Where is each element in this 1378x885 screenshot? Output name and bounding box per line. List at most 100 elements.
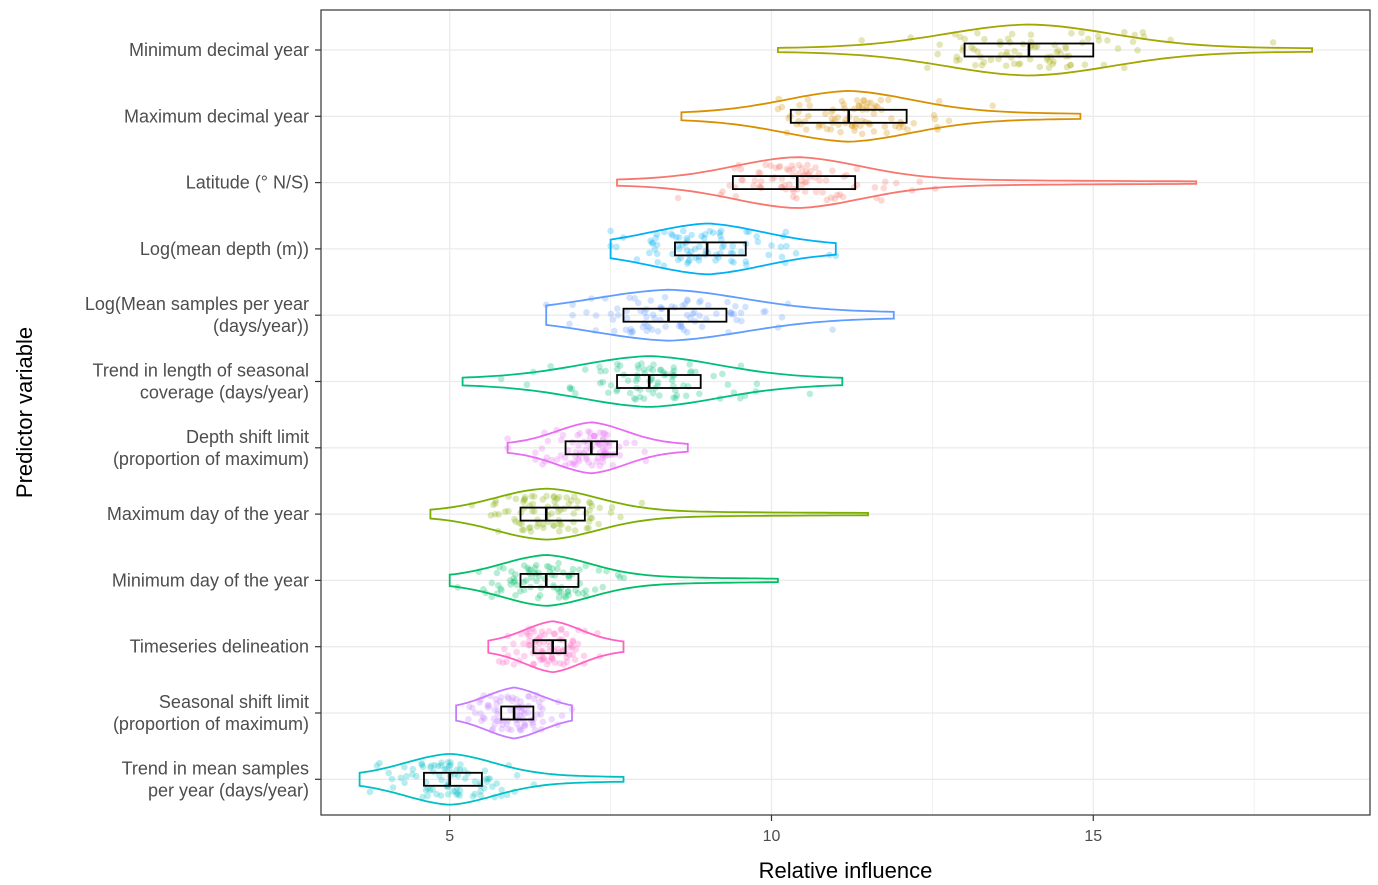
data-point	[568, 385, 576, 393]
data-point	[485, 702, 493, 709]
data-point	[884, 96, 892, 104]
data-point	[510, 661, 518, 668]
data-point	[953, 57, 960, 64]
data-point	[553, 495, 561, 503]
data-point	[635, 365, 642, 372]
data-point	[737, 165, 745, 173]
data-point	[576, 457, 583, 465]
data-point	[1067, 61, 1074, 69]
data-point	[550, 493, 558, 501]
data-point	[775, 163, 783, 171]
data-point	[569, 651, 576, 658]
data-point	[403, 772, 410, 780]
data-point	[512, 518, 519, 525]
x-axis-ticks: 5 10 15	[445, 815, 1102, 845]
data-point	[526, 632, 534, 640]
data-point	[1129, 38, 1137, 46]
data-point	[613, 243, 620, 251]
data-point	[483, 778, 491, 786]
data-point	[1002, 62, 1010, 70]
data-point	[491, 706, 498, 714]
data-point	[924, 64, 931, 72]
data-point	[401, 779, 408, 787]
data-point	[504, 435, 511, 442]
box-log-mean-depth-m	[674, 241, 747, 257]
data-point	[574, 497, 582, 505]
data-point	[719, 188, 726, 195]
data-point	[452, 788, 459, 795]
data-point	[1007, 54, 1015, 61]
data-point	[613, 365, 621, 373]
data-point	[521, 721, 529, 729]
data-point	[904, 126, 911, 133]
data-point	[607, 509, 615, 516]
data-point	[505, 507, 512, 515]
data-point	[484, 702, 491, 709]
data-point	[643, 322, 651, 330]
data-point	[683, 234, 691, 242]
data-point	[670, 394, 677, 401]
data-point	[555, 588, 563, 595]
data-point	[409, 771, 416, 778]
data-point	[728, 311, 735, 318]
data-point	[634, 362, 642, 369]
data-point	[774, 105, 782, 113]
data-point	[543, 661, 551, 668]
data-point	[600, 429, 607, 437]
data-point	[508, 568, 515, 575]
data-point	[978, 61, 986, 69]
data-point	[757, 184, 765, 192]
data-point	[530, 628, 538, 635]
data-point	[653, 241, 661, 249]
data-point	[888, 115, 895, 122]
data-point	[675, 322, 683, 330]
data-point	[437, 792, 445, 799]
data-point	[599, 583, 607, 591]
data-point	[728, 257, 735, 265]
data-point	[727, 309, 734, 317]
data-point	[553, 456, 561, 463]
data-point	[732, 302, 739, 310]
data-point	[700, 235, 708, 242]
data-point	[571, 656, 579, 664]
data-point	[505, 725, 512, 733]
data-point	[525, 693, 533, 700]
data-point	[1033, 43, 1041, 50]
data-point	[953, 53, 961, 61]
data-point	[385, 769, 393, 777]
data-point	[981, 35, 988, 43]
data-point	[584, 428, 592, 435]
data-point	[802, 167, 810, 175]
data-point	[503, 720, 511, 728]
data-point	[677, 254, 685, 262]
data-point	[520, 526, 527, 534]
data-point	[527, 528, 535, 535]
data-point	[798, 165, 806, 172]
data-point	[762, 308, 769, 315]
data-point	[1045, 64, 1053, 72]
data-point	[556, 520, 563, 528]
data-point	[804, 161, 811, 169]
data-point	[533, 523, 541, 530]
data-point	[698, 232, 705, 240]
data-point	[751, 177, 759, 184]
x-axis-title: Relative influence	[759, 858, 933, 883]
data-point	[647, 297, 655, 304]
data-point	[525, 693, 532, 700]
data-point	[848, 122, 856, 129]
data-point	[692, 368, 699, 376]
data-point	[717, 232, 724, 239]
data-point	[493, 717, 501, 724]
data-point	[583, 309, 590, 316]
data-point	[582, 562, 590, 570]
data-point	[754, 238, 762, 246]
data-point	[883, 129, 891, 137]
data-point	[492, 500, 499, 507]
data-point	[604, 431, 611, 439]
data-point	[557, 452, 565, 459]
data-point	[574, 640, 582, 648]
data-point	[555, 594, 563, 601]
data-point	[524, 630, 531, 638]
violin-trend-in-mean-samples-per-year-days-year	[358, 753, 625, 806]
data-point	[476, 699, 483, 706]
